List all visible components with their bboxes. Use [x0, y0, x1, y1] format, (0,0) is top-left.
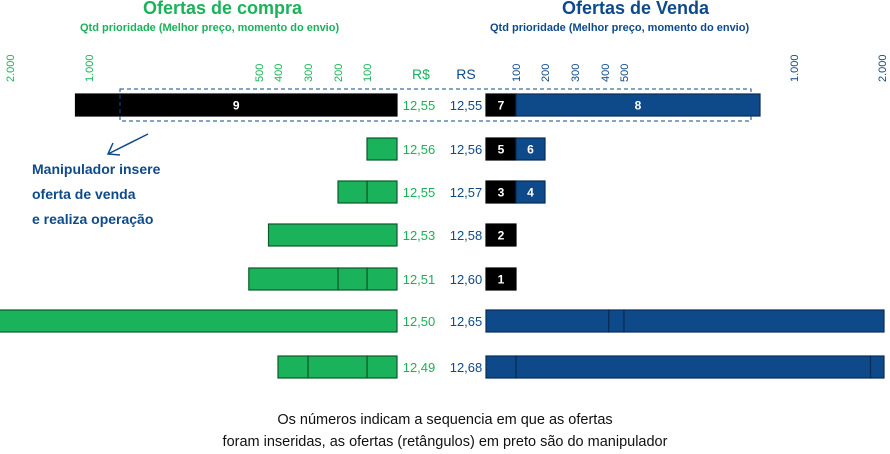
sell-order-label: 6 [527, 143, 534, 157]
buy-order [337, 267, 368, 291]
sell-order [485, 309, 610, 333]
buy-order-label: 9 [233, 99, 240, 113]
sell-order [515, 355, 872, 379]
sell-currency-header: RS [456, 66, 475, 82]
buy-tick-label: 200 [333, 64, 345, 82]
caption-line-2: foram inseridas, as ofertas (retângulos)… [222, 434, 668, 450]
buy-order [0, 309, 398, 333]
sell-tick-label: 500 [619, 64, 631, 82]
sell-price-label: 12,58 [450, 228, 483, 243]
manipulator-sell-order [485, 267, 517, 291]
buy-price-label: 12,51 [403, 272, 436, 287]
sell-order-label: 8 [635, 99, 642, 113]
sell-tick-label: 100 [511, 64, 523, 82]
sell-order [515, 93, 761, 117]
caption-line-1: Os números indicam a sequencia em que as… [277, 412, 613, 428]
buy-price-label: 12,49 [403, 360, 436, 375]
sell-order-label: 3 [498, 186, 505, 200]
buy-order [267, 223, 398, 247]
sell-price-label: 12,57 [450, 185, 483, 200]
buy-currency-header: R$ [412, 66, 430, 82]
buy-order [366, 267, 398, 291]
sell-order-label: 4 [527, 186, 534, 200]
buy-order [277, 355, 309, 379]
manipulator-sell-order [485, 223, 517, 247]
buy-order [366, 137, 398, 161]
sell-tick-label: 300 [570, 64, 582, 82]
annotation-line-3: e realiza operação [32, 211, 154, 227]
sell-price-label: 12,56 [450, 142, 483, 157]
sell-order-label: 7 [498, 99, 505, 113]
sell-order [515, 180, 546, 204]
sell-order [515, 137, 546, 161]
buy-order [307, 355, 368, 379]
sell-price-label: 12,65 [450, 314, 483, 329]
sell-panel-subtitle: Qtd prioridade (Melhor preço, momento do… [490, 22, 750, 34]
sell-order [485, 355, 517, 379]
sell-order [869, 355, 885, 379]
buy-price-label: 12,55 [403, 98, 436, 113]
annotation-line-2: oferta de venda [32, 186, 136, 202]
manipulator-buy-order [74, 93, 398, 117]
buy-order [366, 355, 398, 379]
buy-panel-title: Ofertas de compra [143, 0, 303, 18]
buy-panel-subtitle: Qtd prioridade (Melhor preço, momento do… [80, 22, 340, 34]
sell-order [623, 309, 885, 333]
sell-price-label: 12,60 [450, 272, 483, 287]
annotation-arrow-head [106, 142, 121, 156]
sell-panel-title: Ofertas de Venda [562, 0, 710, 18]
buy-price-label: 12,53 [403, 228, 436, 243]
buy-tick-label: 300 [303, 64, 315, 82]
buy-tick-label: 500 [254, 64, 266, 82]
sell-price-label: 12,55 [450, 98, 483, 113]
buy-tick-label: 1.000 [84, 54, 96, 82]
sell-order-label: 5 [498, 143, 505, 157]
buy-price-label: 12,56 [403, 142, 436, 157]
buy-tick-label: 2.000 [5, 54, 17, 82]
annotation-arrow-shaft [107, 133, 149, 155]
sell-tick-label: 400 [600, 64, 612, 82]
buy-tick-label: 100 [362, 64, 374, 82]
buy-price-label: 12,55 [403, 185, 436, 200]
buy-price-label: 12,50 [403, 314, 436, 329]
buy-order [248, 267, 339, 291]
buy-tick-label: 400 [273, 64, 285, 82]
sell-order-label: 2 [498, 229, 505, 243]
sell-tick-label: 1.000 [789, 54, 801, 82]
annotation-line-1: Manipulador insere [32, 161, 161, 177]
buy-order [366, 180, 398, 204]
sell-order [608, 309, 625, 333]
sell-tick-label: 2.000 [877, 54, 889, 82]
highlighted-row-box [119, 88, 752, 122]
sell-tick-label: 200 [540, 64, 552, 82]
sell-order-label: 1 [498, 273, 505, 287]
manipulator-annotation: Manipulador insere oferta de venda e rea… [32, 157, 160, 232]
sell-price-label: 12,68 [450, 360, 483, 375]
buy-order [337, 180, 368, 204]
